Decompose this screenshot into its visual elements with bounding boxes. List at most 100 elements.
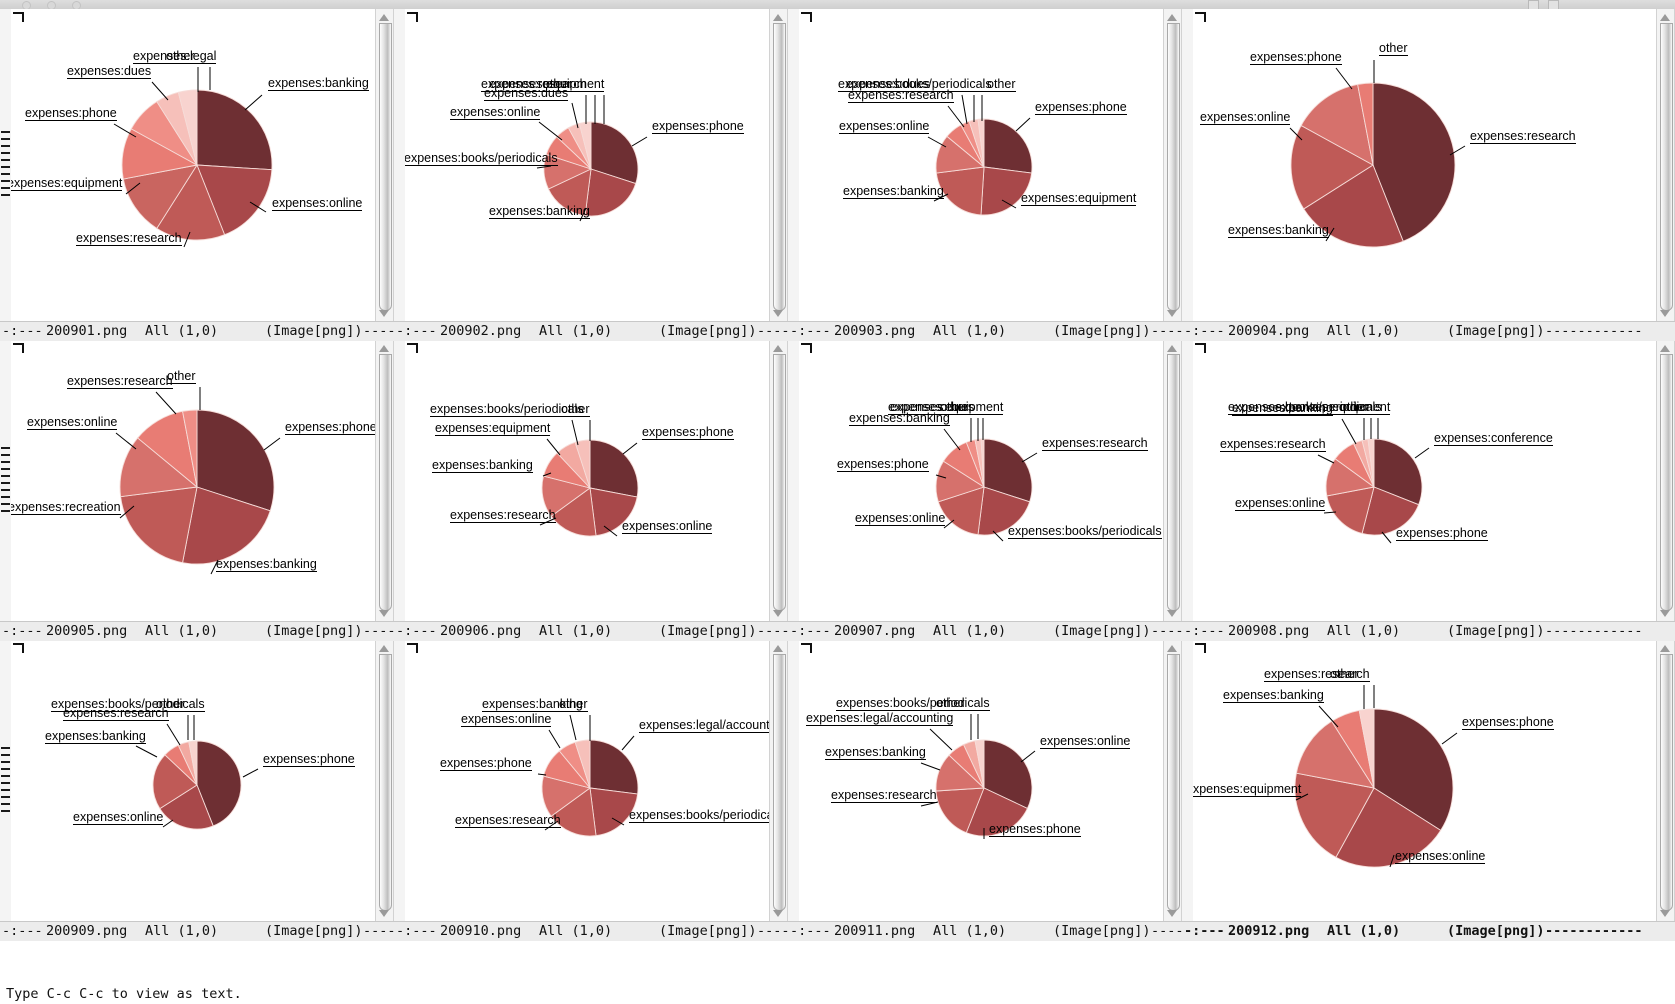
emacs-window[interactable]: expenses:online expenses:phone expenses:re… xyxy=(788,640,1182,940)
scrollbar-thumb[interactable] xyxy=(1660,23,1673,311)
mode-line-filler: ------------ xyxy=(363,923,394,939)
scrollbar-thumb[interactable] xyxy=(1167,354,1180,611)
scrollbar-thumb[interactable] xyxy=(773,23,786,311)
vertical-scrollbar[interactable] xyxy=(1656,9,1675,321)
image-canvas[interactable]: expenses:phone expenses:online expenses:re… xyxy=(405,340,769,621)
image-canvas[interactable]: expenses:legal/accounting expenses:books/… xyxy=(405,640,769,921)
scroll-down-arrow-icon[interactable] xyxy=(1660,310,1670,317)
window-fringe xyxy=(394,640,405,921)
image-canvas[interactable]: expenses:conference expenses:phone expense… xyxy=(1193,340,1656,621)
scrollbar-thumb[interactable] xyxy=(1167,654,1180,911)
emacs-window[interactable]: expenses:research expenses:banking expense… xyxy=(1182,9,1675,340)
image-canvas[interactable]: expenses:banking expenses:online expenses:… xyxy=(11,9,375,321)
emacs-window[interactable]: expenses:research expenses:books/periodic… xyxy=(788,340,1182,640)
image-canvas[interactable]: expenses:phone expenses:equipment expenses… xyxy=(799,9,1163,321)
vertical-scrollbar[interactable] xyxy=(375,9,394,321)
pie-slice-label: expenses:research xyxy=(1264,667,1370,682)
scroll-down-arrow-icon[interactable] xyxy=(1167,610,1177,617)
mode-line-filler: ------------ xyxy=(1151,923,1182,939)
scroll-down-arrow-icon[interactable] xyxy=(1660,610,1670,617)
scrollbar-thumb[interactable] xyxy=(773,354,786,611)
scroll-up-arrow-icon[interactable] xyxy=(773,14,783,21)
label-leader-line xyxy=(544,820,559,831)
scrollbar-thumb[interactable] xyxy=(1660,654,1673,911)
scrollbar-thumb[interactable] xyxy=(1660,354,1673,611)
mode-line-major-mode: (Image[png]) xyxy=(265,623,363,639)
pie-slice-label: expenses:research xyxy=(76,231,182,246)
emacs-window[interactable]: expenses:phone expenses:online expenses:re… xyxy=(394,340,788,640)
pie-slice xyxy=(589,487,638,537)
pie-slice xyxy=(935,166,985,216)
vertical-scrollbar[interactable] xyxy=(375,640,394,921)
scroll-up-arrow-icon[interactable] xyxy=(1660,14,1670,21)
vertical-scrollbar[interactable] xyxy=(769,9,788,321)
emacs-window[interactable]: expenses:phone expenses:banking expenses:r… xyxy=(0,340,394,640)
window-fringe xyxy=(0,9,11,321)
label-leader-line xyxy=(244,94,263,111)
pie-slice-label: expenses:online xyxy=(839,119,930,134)
vertical-scrollbar[interactable] xyxy=(1656,640,1675,921)
scrollbar-thumb[interactable] xyxy=(379,23,392,311)
scroll-down-arrow-icon[interactable] xyxy=(1167,310,1177,317)
vertical-scrollbar[interactable] xyxy=(769,640,788,921)
scroll-down-arrow-icon[interactable] xyxy=(1660,910,1670,917)
scrollbar-thumb[interactable] xyxy=(379,654,392,911)
scroll-up-arrow-icon[interactable] xyxy=(1660,345,1670,352)
scroll-down-arrow-icon[interactable] xyxy=(773,310,783,317)
scrollbar-thumb[interactable] xyxy=(773,654,786,911)
scroll-down-arrow-icon[interactable] xyxy=(379,310,389,317)
emacs-window[interactable]: expenses:banking expenses:online expenses:… xyxy=(0,9,394,340)
mode-line-major-mode: (Image[png]) xyxy=(1053,323,1151,339)
scroll-down-arrow-icon[interactable] xyxy=(379,910,389,917)
pie-slice-label: expenses:banking xyxy=(45,729,146,744)
mode-line-position: All (1,0) xyxy=(539,923,613,939)
image-canvas[interactable]: expenses:phone expenses:online expenses:ba… xyxy=(11,640,375,921)
scroll-up-arrow-icon[interactable] xyxy=(773,345,783,352)
label-leader-line xyxy=(1381,531,1392,544)
vertical-scrollbar[interactable] xyxy=(1656,340,1675,621)
image-canvas[interactable]: expenses:phone expenses:online expenses:eq… xyxy=(1193,640,1656,921)
vertical-scrollbar[interactable] xyxy=(1163,640,1182,921)
image-canvas[interactable]: expenses:research expenses:banking expense… xyxy=(1193,9,1656,321)
image-canvas[interactable]: expenses:phone expenses:banking expenses:b… xyxy=(405,9,769,321)
vertical-scrollbar[interactable] xyxy=(1163,9,1182,321)
mode-line-buffer-name: 200912.png xyxy=(1228,923,1310,939)
pie-slice-label: expenses:online xyxy=(27,415,118,430)
image-canvas[interactable]: expenses:phone expenses:banking expenses:r… xyxy=(11,340,375,621)
vertical-scrollbar[interactable] xyxy=(1163,340,1182,621)
emacs-window[interactable]: expenses:legal/accounting expenses:books/… xyxy=(394,640,788,940)
emacs-window[interactable]: expenses:phone expenses:equipment expenses… xyxy=(788,9,1182,340)
emacs-window[interactable]: expenses:conference expenses:phone expense… xyxy=(1182,340,1675,640)
scroll-up-arrow-icon[interactable] xyxy=(773,645,783,652)
pie-chart xyxy=(1294,685,1458,868)
scroll-up-arrow-icon[interactable] xyxy=(1167,14,1177,21)
mode-line-buffer-name: 200907.png xyxy=(834,623,916,639)
mode-line-major-mode: (Image[png]) xyxy=(265,923,363,939)
image-canvas[interactable]: expenses:online expenses:phone expenses:re… xyxy=(799,640,1163,921)
pie-slice xyxy=(965,787,1029,837)
scroll-down-arrow-icon[interactable] xyxy=(773,610,783,617)
scroll-up-arrow-icon[interactable] xyxy=(379,14,389,21)
scroll-down-arrow-icon[interactable] xyxy=(379,610,389,617)
scroll-up-arrow-icon[interactable] xyxy=(1660,645,1670,652)
scroll-up-arrow-icon[interactable] xyxy=(1167,345,1177,352)
mode-line-position: All (1,0) xyxy=(145,923,219,939)
window-fringe xyxy=(788,640,799,921)
vertical-scrollbar[interactable] xyxy=(769,340,788,621)
scrollbar-thumb[interactable] xyxy=(379,354,392,611)
scrollbar-thumb[interactable] xyxy=(1167,23,1180,311)
scroll-up-arrow-icon[interactable] xyxy=(379,645,389,652)
scroll-up-arrow-icon[interactable] xyxy=(1167,645,1177,652)
mode-line-prefix: -:--- xyxy=(790,323,831,339)
emacs-window[interactable]: expenses:phone expenses:online expenses:eq… xyxy=(1182,640,1675,940)
image-canvas[interactable]: expenses:research expenses:books/periodic… xyxy=(799,340,1163,621)
window-fringe xyxy=(0,640,11,921)
pie-slice xyxy=(156,164,226,241)
scroll-down-arrow-icon[interactable] xyxy=(1167,910,1177,917)
pie-slice xyxy=(590,121,639,185)
emacs-window[interactable]: expenses:phone expenses:banking expenses:b… xyxy=(394,9,788,340)
vertical-scrollbar[interactable] xyxy=(375,340,394,621)
emacs-window[interactable]: expenses:phone expenses:online expenses:ba… xyxy=(0,640,394,940)
scroll-down-arrow-icon[interactable] xyxy=(773,910,783,917)
scroll-up-arrow-icon[interactable] xyxy=(379,345,389,352)
